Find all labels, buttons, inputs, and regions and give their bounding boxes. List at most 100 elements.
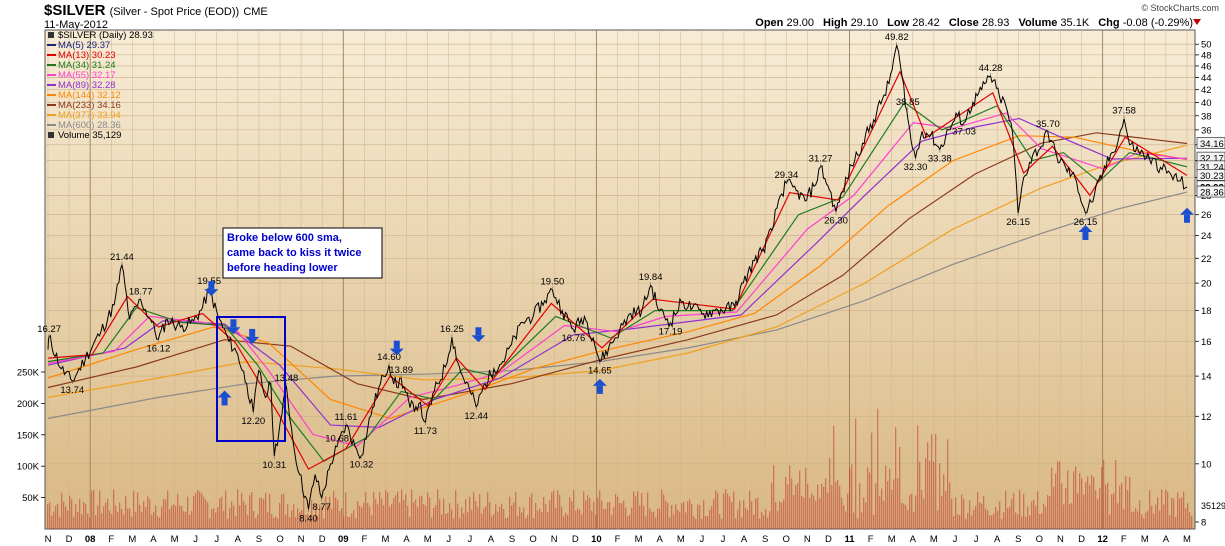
volume-bar: [1167, 491, 1169, 529]
volume-bar: [955, 497, 957, 529]
volume-bar: [463, 513, 465, 529]
volume-bar: [537, 510, 539, 529]
x-tick-label: A: [741, 534, 748, 545]
volume-bar: [427, 492, 429, 529]
volume-bar: [447, 512, 449, 529]
volume-bar: [1029, 515, 1031, 529]
price-label: 16.27: [37, 324, 61, 335]
price-labels: 16.2713.7421.4418.7716.1219.5512.2013.48…: [37, 32, 1136, 524]
volume-bar: [287, 504, 289, 529]
volume-bar: [831, 484, 833, 529]
volume-bar: [945, 491, 947, 529]
y-tick-label: 48: [1201, 50, 1212, 61]
volume-bar: [739, 500, 741, 529]
volume-bar: [715, 490, 717, 529]
x-tick-label: A: [910, 534, 917, 545]
volume-bar: [685, 512, 687, 529]
volume-bar: [959, 514, 961, 529]
volume-bar: [857, 518, 859, 529]
volume-bars: [47, 408, 1193, 529]
right-axis: 5048464442403836343230282624222018161412…: [1195, 40, 1212, 529]
legend-entry: MA(55) 32.17: [58, 70, 116, 81]
volume-bar: [169, 509, 171, 529]
volume-bar: [889, 468, 891, 529]
volume-bar: [653, 511, 655, 529]
volume-bar: [585, 500, 587, 529]
volume-bar: [365, 491, 367, 529]
volume-bar: [263, 499, 265, 529]
volume-bar: [709, 509, 711, 529]
volume-bar: [895, 427, 897, 529]
volume-bar: [969, 500, 971, 529]
volume-bar: [93, 489, 95, 529]
volume-bar: [415, 499, 417, 529]
volume-bar: [437, 489, 439, 529]
volume-bar: [333, 491, 335, 529]
volume-bar: [951, 498, 953, 529]
volume-bar: [395, 495, 397, 529]
price-label: 12.20: [241, 416, 265, 427]
volume-bar: [213, 508, 215, 529]
legend-entry: MA(377) 33.94: [58, 110, 121, 121]
volume-bar: [827, 492, 829, 529]
volume-bar: [1165, 489, 1167, 529]
volume-bar: [431, 517, 433, 529]
volume-bar: [777, 510, 779, 529]
volume-bar: [299, 512, 301, 529]
volume-bar: [1057, 461, 1059, 529]
volume-bar: [505, 518, 507, 529]
volume-bar: [1149, 490, 1151, 529]
volume-bar: [1159, 510, 1161, 529]
volume-bar: [117, 512, 119, 529]
volume-bar: [555, 507, 557, 529]
volume-bar: [1135, 507, 1137, 529]
volume-bar: [675, 504, 677, 529]
volume-bar: [589, 497, 591, 529]
volume-bar: [231, 501, 233, 529]
volume-bar: [595, 515, 597, 529]
change-label: Chg: [1098, 17, 1120, 29]
volume-bar: [605, 508, 607, 529]
volume-bar: [207, 502, 209, 529]
price-label: 26.15: [1006, 217, 1030, 228]
volume-bar: [271, 513, 273, 529]
volume-bar: [729, 496, 731, 529]
volume-bar: [601, 500, 603, 529]
copyright: © StockCharts.com: [1141, 3, 1219, 13]
volume-bar: [1093, 477, 1095, 529]
volume-bar: [637, 491, 639, 529]
volume-bar: [1185, 508, 1187, 529]
volume-bar: [281, 494, 283, 529]
volume-bar: [187, 496, 189, 529]
volume-bar: [131, 516, 133, 529]
volume-bar: [923, 498, 925, 529]
volume-bar: [1101, 467, 1103, 529]
volume-bar: [833, 425, 835, 529]
volume-bar: [409, 516, 411, 529]
volume-bar: [89, 517, 91, 529]
volume-bar: [939, 463, 941, 529]
volume-bar: [105, 502, 107, 529]
volume-bar: [905, 504, 907, 529]
volume-bar: [233, 505, 235, 529]
volume-bar: [1177, 492, 1179, 529]
volume-bar: [755, 498, 757, 529]
x-tick-label: M: [171, 534, 179, 545]
volume-bar: [507, 517, 509, 529]
x-tick-label: O: [1036, 534, 1043, 545]
volume-bar: [403, 499, 405, 529]
volume-bar: [1027, 506, 1029, 529]
y-tick-label: 12: [1201, 412, 1212, 423]
volume-bar: [139, 504, 141, 529]
price-label: 13.48: [275, 373, 299, 384]
x-tick-label: N: [551, 534, 558, 545]
x-tick-label: M: [424, 534, 432, 545]
volume-bar: [1015, 512, 1017, 529]
volume-bar: [817, 484, 819, 529]
volume-bar: [199, 491, 201, 529]
volume-bar: [247, 515, 249, 529]
volume-bar: [487, 492, 489, 529]
volume-bar: [873, 515, 875, 529]
volume-bar: [173, 504, 175, 529]
axis-badge-label: 34.16: [1200, 139, 1224, 150]
